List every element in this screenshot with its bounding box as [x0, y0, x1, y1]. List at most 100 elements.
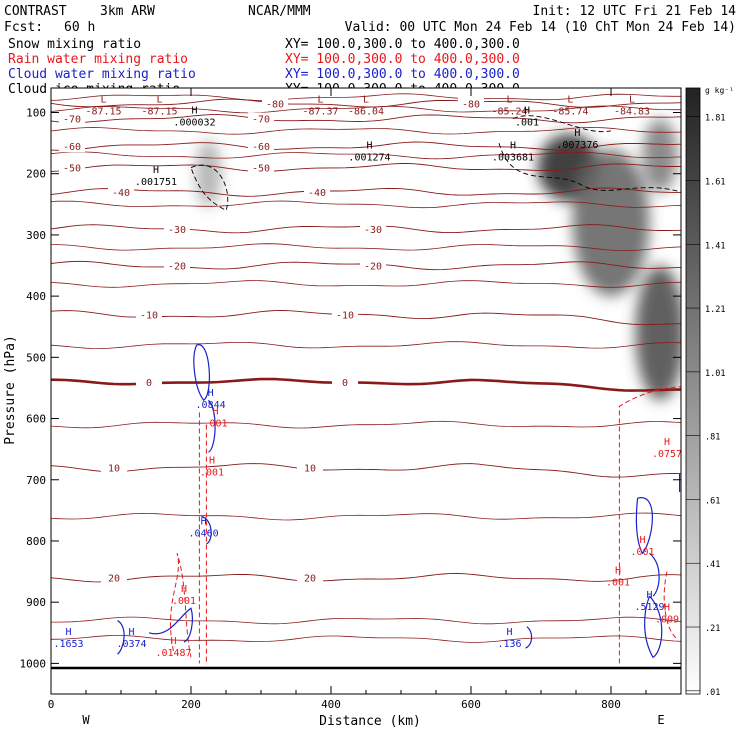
x-tick-label: 400 — [321, 698, 341, 711]
snow-shading-blob — [572, 149, 650, 297]
extremum-marker: H — [128, 627, 134, 638]
isotherm-label-bg — [59, 112, 85, 125]
project-name: CONTRAST — [4, 4, 67, 19]
extremum-marker: H — [615, 566, 621, 577]
cloud-water-contour — [644, 595, 663, 659]
isotherm-label-bg — [136, 375, 162, 388]
colorbar-label: .01 — [705, 688, 720, 698]
field-label-snow: Snow mixing ratio — [8, 37, 141, 52]
cloud-water-contour — [201, 515, 212, 545]
model-name: 3km ARW — [100, 4, 155, 19]
cloud-water-contour-layer — [117, 344, 681, 659]
extremum-marker: H — [181, 584, 187, 595]
y-tick-label: 900 — [26, 596, 46, 609]
isotherm-line — [51, 163, 681, 172]
isotherm-label: -30 — [168, 225, 186, 236]
isotherm-label: 0 — [342, 378, 348, 389]
snow-shading-blob — [642, 118, 678, 193]
extremum-value: -87.15 — [141, 106, 177, 117]
cloud-water-contour — [525, 626, 533, 649]
isotherm-label: 10 — [304, 464, 316, 475]
isotherm-label-bg — [458, 97, 484, 110]
extremum-marker: H — [170, 636, 176, 647]
extremum-value: .001 — [200, 468, 224, 479]
isotherm-line — [51, 105, 681, 114]
isotherm-label-bg — [248, 112, 274, 125]
isotherm-label: -10 — [336, 310, 354, 321]
isotherm-line — [51, 573, 681, 583]
isotherm-label-bg — [136, 308, 162, 321]
extremum-value: .001751 — [135, 177, 177, 188]
cloud-water-contour — [193, 344, 211, 401]
plot-layer: -80 -80 -70 -70 -60 -60 -50 -50 -40 -40 -30 -30 -20 -… — [51, 93, 682, 664]
isotherm-label-bg — [297, 571, 323, 584]
isotherm-label: -60 — [252, 142, 270, 153]
cloud-ice-contour — [512, 115, 612, 133]
extrema-label-layer: L-87.15L-87.15L-87.37L-86.04L-85.24L-85.… — [53, 94, 682, 659]
y-tick-label: 700 — [26, 474, 46, 487]
colorbar-label: 1.01 — [705, 369, 725, 379]
extremum-marker: H — [664, 602, 670, 613]
x-tick-label: 600 — [461, 698, 481, 711]
colorbar-label: .81 — [705, 433, 720, 443]
isotherm-label-bg — [360, 259, 386, 272]
rain-contour-layer — [170, 386, 681, 664]
isotherm-line — [51, 93, 681, 101]
extremum-value: .000032 — [173, 117, 215, 128]
east-endpoint: E — [657, 713, 664, 727]
colorbar: g kg⁻¹ 1.81 1.61 1.41 1.21 1.01 .81 .61 .41 .21.… — [685, 86, 734, 698]
isotherm-line — [51, 200, 681, 209]
isotherm-line — [51, 616, 681, 625]
extremum-value: .0757 — [652, 449, 682, 460]
extremum-marker: L — [363, 94, 369, 105]
isotherm-line — [51, 512, 681, 521]
colorbar-label: .21 — [705, 624, 720, 634]
colorbar-label: 1.21 — [705, 305, 725, 315]
isotherm-line — [51, 187, 681, 197]
colorbar-label: .61 — [705, 496, 720, 506]
fcst-value: 60 h — [64, 20, 95, 35]
x-tick-label: 0 — [48, 698, 55, 711]
isotherm-label-bg — [262, 97, 288, 110]
extremum-marker: L — [317, 94, 323, 105]
colorbar-label: 1.41 — [705, 241, 725, 251]
extremum-marker: L — [629, 94, 635, 105]
isotherm-label: -50 — [252, 164, 270, 175]
isotherm-label: 20 — [304, 574, 316, 585]
extremum-marker: H — [208, 388, 214, 399]
colorbar-label: .41 — [705, 560, 720, 570]
extremum-marker: H — [639, 535, 645, 546]
isotherm-label: -80 — [266, 99, 284, 110]
isotherm-label: -60 — [63, 142, 81, 153]
extremum-value: .01487 — [155, 648, 191, 659]
isotherm-label-bg — [59, 140, 85, 153]
x-axis-label: Distance (km) — [319, 714, 421, 729]
isotherm-label-bg — [59, 161, 85, 174]
cloud-water-contour — [208, 399, 216, 453]
extremum-marker: H — [212, 407, 218, 418]
isotherm-line — [51, 243, 681, 252]
x-tick-label: 800 — [601, 698, 621, 711]
extremum-marker: H — [506, 627, 512, 638]
extremum-value: .1653 — [53, 639, 83, 650]
field-label-cloud-water: Cloud water mixing ratio — [8, 67, 196, 82]
isotherm-line — [51, 635, 681, 643]
isotherm-label: -70 — [63, 115, 81, 126]
isotherm-label-bg — [332, 375, 358, 388]
valid-time: Valid: 00 UTC Mon 24 Feb 14 (10 ChT Mon … — [345, 20, 736, 35]
west-endpoint: W — [82, 713, 90, 727]
isotherm-label: -40 — [112, 188, 130, 199]
extremum-value: .001274 — [348, 152, 390, 163]
isotherm-label-bg — [304, 186, 330, 199]
cloud-water-contour — [635, 497, 653, 555]
colorbar-scale — [685, 87, 701, 695]
cloud-water-contour — [148, 607, 193, 643]
fcst-label: Fcst: — [4, 20, 43, 35]
cloud-ice-contour — [498, 142, 681, 193]
field-xy-snow: XY= 100.0,300.0 to 400.0,300.0 — [285, 37, 520, 52]
isotherm-label: -70 — [252, 115, 270, 126]
extremum-marker: L — [100, 94, 106, 105]
isotherm-label-bg — [164, 259, 190, 272]
isotherm-label-bg — [164, 222, 190, 235]
isotherm-line — [51, 341, 681, 350]
